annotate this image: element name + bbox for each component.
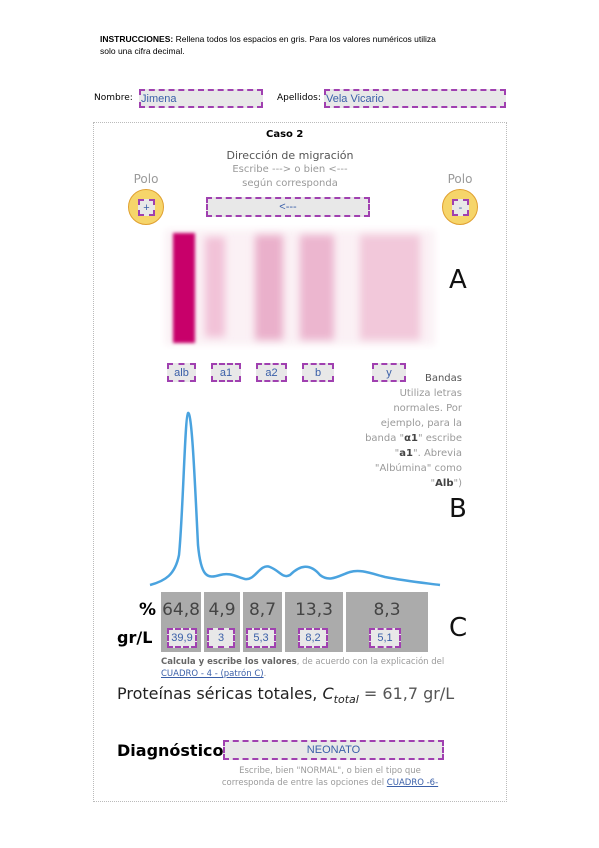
section-label: B xyxy=(449,494,467,524)
gel-image xyxy=(165,230,435,345)
name-field[interactable]: Jimena xyxy=(139,89,263,108)
case-title: Caso 2 xyxy=(266,129,304,140)
diag-note: Escribe, bien "NORMAL", o bien el tipo q… xyxy=(200,765,460,789)
migration-title: Dirección de migración xyxy=(226,149,354,162)
bands-note: Bandas Utiliza letras normales. Por ejem… xyxy=(342,371,462,491)
note-text: Utiliza letras xyxy=(399,388,462,399)
note-text: "Albúmina" como xyxy=(374,463,462,474)
total-line: Proteínas séricas totales, Ctotal = 61,7… xyxy=(117,684,454,706)
link[interactable]: CUADRO -6- xyxy=(386,778,439,788)
band-field[interactable]: a1 xyxy=(211,363,241,382)
grl-field[interactable]: 5,3 xyxy=(246,628,276,648)
pole-sign[interactable]: + xyxy=(138,199,155,216)
grl-field[interactable]: 3 xyxy=(207,628,235,648)
diagnosis-label: Diagnóstico: xyxy=(117,741,230,760)
pole-circle xyxy=(128,189,164,225)
grl-field[interactable]: 5,1 xyxy=(369,628,401,648)
percent-value: 8,3 xyxy=(373,600,401,620)
densitogram xyxy=(149,411,441,587)
link[interactable]: CUADRO - 4 - (patrón C) xyxy=(161,669,264,679)
name-label: Nombre: xyxy=(94,93,133,103)
note-text: " xyxy=(430,478,436,489)
percent-value: 64,8 xyxy=(162,600,200,620)
band-field[interactable]: b xyxy=(302,363,334,382)
total-subscript: total xyxy=(333,693,359,707)
section-label: A xyxy=(449,265,467,295)
pole-label: Polo xyxy=(447,172,473,186)
note-text: Escribe, bien "NORMAL", o bien el tipo q… xyxy=(239,766,421,776)
percent-value: 13,3 xyxy=(295,600,333,620)
note-text: , de acuerdo con la explicación del xyxy=(296,657,445,667)
migration-hint: según corresponda xyxy=(242,178,338,189)
diagnosis-field[interactable]: NEONATO xyxy=(223,740,444,760)
note-text: ". Abrevia xyxy=(412,448,462,459)
section-label: C xyxy=(449,613,468,643)
note-text: Calcula y escribe los valores xyxy=(161,657,297,667)
instructions: INSTRUCCIONES: Rellena todos los espacio… xyxy=(100,33,436,57)
total-symbol: C xyxy=(322,684,334,703)
pole-sign[interactable]: - xyxy=(452,199,469,216)
note-text: ") xyxy=(453,478,462,489)
band-field[interactable]: alb xyxy=(167,363,196,382)
band-field[interactable]: a2 xyxy=(256,363,287,382)
note-title: Bandas xyxy=(424,373,462,384)
note-text: Alb xyxy=(435,478,454,489)
total-text: Proteínas séricas totales, xyxy=(117,684,323,703)
migration-field[interactable]: <--- xyxy=(206,197,370,217)
row-label: gr/L xyxy=(117,628,153,647)
pole-label: Polo xyxy=(133,172,159,186)
percent-value: 4,9 xyxy=(208,600,236,620)
instructions-text: Rellena todos los espacios en gris. Para… xyxy=(175,34,436,44)
note-text: " escribe xyxy=(417,433,462,444)
note-text: ejemplo, para la xyxy=(380,418,462,429)
instructions-label: INSTRUCCIONES: xyxy=(100,34,174,44)
surname-field[interactable]: Vela Vicario xyxy=(324,89,506,108)
grl-field[interactable]: 8,2 xyxy=(298,628,328,648)
note-text: " xyxy=(394,448,400,459)
surname-label: Apellidos: xyxy=(277,93,321,103)
row-label: % xyxy=(139,600,157,620)
note-text: banda " xyxy=(365,433,405,444)
percent-value: 8,7 xyxy=(248,600,277,620)
band-field[interactable]: y xyxy=(372,363,406,382)
case-box xyxy=(93,122,507,802)
note-text: . xyxy=(263,669,267,679)
migration-hint: Escribe ---> o bien <--- xyxy=(232,164,348,175)
grl-field[interactable]: 39,9 xyxy=(167,628,197,648)
note-text: a1 xyxy=(399,448,413,459)
total-value: = 61,7 gr/L xyxy=(358,684,455,703)
pole-circle xyxy=(442,189,478,225)
note-text: normales. Por xyxy=(393,403,462,414)
instructions-text: solo una cifra decimal. xyxy=(100,46,185,56)
calc-note: Calcula y escribe los valores, de acuerd… xyxy=(161,656,444,680)
note-text: α1 xyxy=(404,433,418,444)
note-text: corresponda de entre las opciones del xyxy=(221,778,387,788)
